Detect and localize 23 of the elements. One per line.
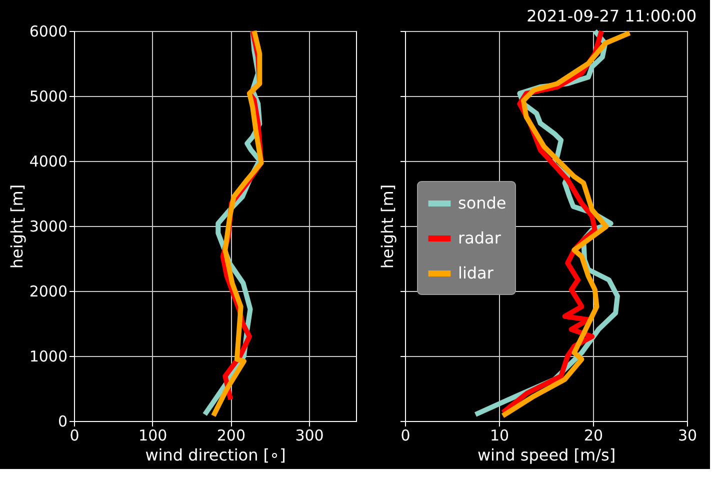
y-tick-label: 4000: [29, 152, 68, 170]
y-axis-title: height [m]: [7, 184, 26, 269]
x-tick-label: 200: [216, 426, 246, 444]
x-tick-label: 100: [138, 426, 168, 444]
x-axis-title: wind direction [∘]: [145, 446, 286, 464]
x-tick-label: 30: [678, 426, 698, 444]
y-tick-label: 5000: [29, 88, 68, 106]
y-tick-label: 3000: [29, 218, 68, 236]
legend-label: sonde: [458, 194, 506, 212]
x-tick-label: 300: [295, 426, 324, 444]
legend-label: radar: [458, 228, 502, 248]
x-tick-label: 0: [400, 426, 410, 444]
x-tick-label: 20: [584, 426, 604, 444]
x-tick-label: 0: [70, 426, 80, 444]
legend-label: lidar: [458, 264, 494, 282]
y-axis-title: height [m]: [378, 184, 397, 269]
y-tick-label: 6000: [29, 22, 68, 40]
chart-title: 2021-09-27 11:00:00: [526, 6, 697, 26]
y-tick-label: 2000: [29, 282, 68, 300]
y-tick-label: 0: [58, 412, 68, 430]
x-axis-title: wind speed [m/s]: [477, 446, 616, 464]
x-tick-label: 10: [490, 426, 510, 444]
y-tick-label: 1000: [29, 348, 68, 366]
